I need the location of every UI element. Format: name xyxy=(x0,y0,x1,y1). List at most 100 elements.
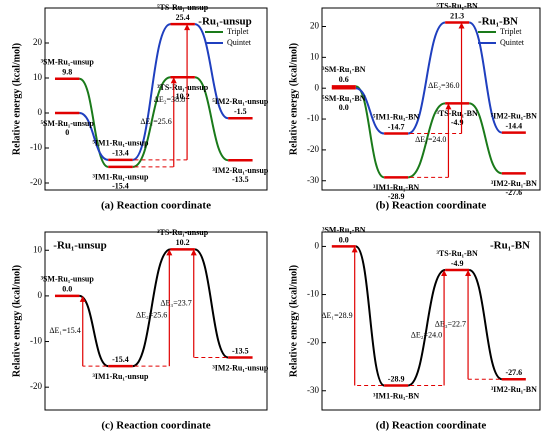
profile-curve xyxy=(355,21,503,135)
state-label: ³TS-Ru₁-unsup xyxy=(157,83,209,92)
y-tick-label: 10 xyxy=(310,51,320,61)
value-label: -27.6 xyxy=(506,368,523,377)
value-label: 0 xyxy=(65,128,69,137)
arrow-head xyxy=(458,22,465,29)
y-axis-label: Relative energy (kcal/mol) xyxy=(11,265,22,377)
y-tick-label: 10 xyxy=(33,244,43,254)
annotation: ΔE₁=24.0 xyxy=(415,135,446,144)
state-label: ³IM2-Ru₁-BN xyxy=(491,385,537,394)
y-tick-label: -20 xyxy=(307,144,319,154)
state-label: ⁵SM-Ru₁-BN xyxy=(322,94,366,103)
value-label: 0.0 xyxy=(339,103,349,112)
state-label: ³IM1-Ru₁-unsup xyxy=(93,173,149,182)
state-label: ⁵TS-Ru₁-BN xyxy=(437,1,478,10)
y-tick-label: -10 xyxy=(307,289,319,299)
y-axis-label: Relative energy (kcal/mol) xyxy=(11,43,22,155)
value-label: -27.6 xyxy=(506,188,523,197)
value-label: -4.9 xyxy=(451,259,464,268)
state-label: ³SM-Ru₁-BN xyxy=(322,225,366,234)
value-label: 0.6 xyxy=(339,75,349,84)
value-label: -13.4 xyxy=(112,149,129,158)
annotation: ΔE₃=23.7 xyxy=(160,298,191,307)
y-tick-label: 0 xyxy=(38,290,43,300)
state-label: ³TS-Ru₁-BN xyxy=(437,249,478,258)
value-label: 10.2 xyxy=(176,238,190,247)
arrow-head xyxy=(170,77,177,84)
legend-label: Quintet xyxy=(227,38,252,47)
state-label: ⁵IM2-Ru₁-unsup xyxy=(212,97,268,106)
annotation: ΔE₃=22.7 xyxy=(435,319,466,328)
arrow-head xyxy=(79,295,86,302)
legend-label: Triplet xyxy=(500,27,522,36)
arrow-head xyxy=(445,103,452,110)
y-axis-label: Relative energy (kcal/mol) xyxy=(288,265,299,377)
annotation: ΔE₂=24.0 xyxy=(411,331,442,340)
x-axis-label: (b) Reaction coordinate xyxy=(376,200,487,212)
value-label: -13.5 xyxy=(232,175,249,184)
panel-label: -Ru₁-unsup xyxy=(198,16,251,28)
value-label: 25.4 xyxy=(176,13,190,22)
profile-curve xyxy=(79,248,229,368)
y-tick-label: -10 xyxy=(30,336,42,346)
y-tick-label: -20 xyxy=(30,177,42,187)
value-label: -4.9 xyxy=(451,118,464,127)
profile-curve xyxy=(355,85,503,179)
arrow-head xyxy=(184,24,191,31)
value-label: -28.9 xyxy=(388,374,405,383)
state-label: ⁵IM2-Ru₁-BN xyxy=(491,111,537,120)
value-label: 0.0 xyxy=(62,285,72,294)
y-tick-label: 0 xyxy=(315,82,320,92)
legend-label: Triplet xyxy=(227,27,249,36)
y-tick-label: -30 xyxy=(307,175,319,185)
arrow-head xyxy=(166,249,173,256)
x-axis-label: (c) Reaction coordinate xyxy=(101,420,210,432)
state-label: ³SM-Ru₁-unsup xyxy=(41,275,95,284)
y-tick-label: -20 xyxy=(30,381,42,391)
value-label: -14.4 xyxy=(506,121,523,130)
state-label: ³IM1-Ru₁-BN xyxy=(373,391,419,400)
x-axis-label: (a) Reaction coordinate xyxy=(101,200,211,212)
value-label: -15.4 xyxy=(112,355,129,364)
value-label: -14.7 xyxy=(388,122,405,131)
state-label: ³IM1-Ru₁-BN xyxy=(373,183,419,192)
panel-label: -Ru₁-BN xyxy=(490,240,530,252)
state-label: ³IM2-Ru₁-BN xyxy=(491,179,537,188)
y-tick-label: -30 xyxy=(307,385,319,395)
value-label: -15.4 xyxy=(112,182,129,191)
annotation: ΔE₁=25.6 xyxy=(140,117,171,126)
value-label: 10.2 xyxy=(176,92,190,101)
value-label: -28.9 xyxy=(388,192,405,201)
y-tick-label: 0 xyxy=(38,107,43,117)
annotation: ΔE₂=38.8 xyxy=(154,95,185,104)
arrow-head xyxy=(465,270,472,277)
annotation: ΔE₂=36.0 xyxy=(428,81,459,90)
legend-label: Quintet xyxy=(500,38,525,47)
arrow-head xyxy=(441,270,448,277)
value-label: -13.5 xyxy=(232,346,249,355)
state-label: ⁵TS-Ru₁-unsup xyxy=(157,3,209,12)
plot-frame xyxy=(44,7,268,191)
plot-frame xyxy=(321,231,541,411)
profile-curve xyxy=(79,23,229,161)
state-label: ³IM2-Ru₁-unsup xyxy=(212,363,268,372)
x-axis-label: (d) Reaction coordinate xyxy=(376,420,487,432)
y-tick-label: 20 xyxy=(310,21,320,31)
annotation: ΔE₁=28.9 xyxy=(321,311,352,320)
state-label: ³IM1-Ru₁-unsup xyxy=(93,372,149,381)
value-label: 0.0 xyxy=(339,235,349,244)
y-tick-label: 0 xyxy=(315,240,320,250)
profile-curve xyxy=(354,245,503,387)
y-tick-label: -20 xyxy=(307,337,319,347)
state-label: ⁵IM1-Ru₁-unsup xyxy=(93,139,149,148)
y-tick-label: 10 xyxy=(33,72,43,82)
plot-frame xyxy=(321,7,541,191)
panel-label: -Ru₁-unsup xyxy=(53,240,106,252)
plot-frame xyxy=(44,231,268,411)
annotation: ΔE₁=15.4 xyxy=(49,326,80,335)
arrow-head xyxy=(351,246,358,253)
y-axis-label: Relative energy (kcal/mol) xyxy=(288,43,299,155)
state-label: ³SM-Ru₁-unsup xyxy=(41,58,95,67)
state-label: ³IM2-Ru₁-unsup xyxy=(212,166,268,175)
value-label: 21.3 xyxy=(450,11,464,20)
